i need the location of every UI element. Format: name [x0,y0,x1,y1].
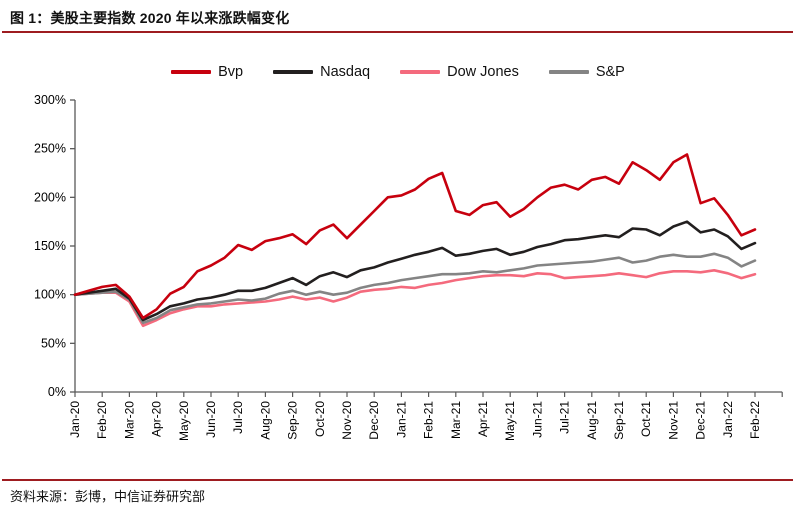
x-tick-label: Apr-21 [476,401,490,437]
top-divider-line [2,31,793,33]
legend-label: Dow Jones [447,64,519,80]
x-tick-label: Oct-21 [639,401,653,437]
legend-item-dow-jones: Dow Jones [400,64,519,80]
x-tick-label: Feb-21 [422,401,436,439]
legend-label: Nasdaq [320,64,371,80]
y-tick-label: 300% [34,93,66,107]
chart-canvas: 0% 50% 100% 150% 200% 250% 300% Jan-20 Feb-20 Mar… [34,93,783,441]
x-tick-label: Apr-20 [150,401,164,437]
y-tick-label: 50% [41,336,66,350]
x-tick-label: Oct-20 [313,401,327,437]
legend-swatch-icon [273,70,314,74]
x-tick-label: Jul-21 [558,401,572,434]
x-tick-label: Dec-20 [367,401,381,440]
x-tick-label: Dec-21 [694,401,708,440]
x-tick-label: Mar-21 [449,401,463,439]
legend-label: Bvp [218,64,244,80]
chart-legend: Bvp Nasdaq Dow Jones S&P [0,61,796,83]
legend-swatch-icon [171,70,212,74]
figure-title: 图 1：美股主要指数 2020 年以来涨跌幅变化 [10,10,290,26]
x-tick-label: Jan-22 [721,401,735,438]
x-tick-label: Nov-20 [340,401,354,440]
legend-swatch-icon [400,70,441,74]
series-line-s-p [73,252,757,325]
legend-swatch-icon [548,70,589,74]
series-line-nasdaq [73,220,757,322]
x-tick-label: Sep-20 [286,401,300,440]
x-tick-label: Jan-20 [68,401,82,438]
series-line-bvp [73,153,757,320]
x-tick-label: May-20 [177,401,191,441]
legend-item-bvp: Bvp [171,64,243,80]
x-tick-label: Jan-21 [394,401,408,438]
y-tick-label: 250% [34,142,66,156]
y-tick-label: 200% [34,190,66,204]
legend-label: S&P [595,64,625,80]
legend-item-s-p: S&P [548,64,625,80]
x-tick-label: Feb-22 [748,401,762,439]
x-tick-label: Mar-20 [122,401,136,439]
x-tick-label: Aug-20 [258,401,272,440]
x-tick-label: May-21 [503,401,517,441]
series-line-dow-jones [73,269,757,328]
x-tick-label: Jun-21 [530,401,544,438]
x-tick-label: Aug-21 [585,401,599,440]
legend-item-nasdaq: Nasdaq [273,64,370,80]
y-tick-label: 100% [34,288,66,302]
x-tick-label: Jun-20 [204,401,218,438]
x-tick-label: Jul-20 [231,401,245,434]
bottom-divider-line [2,479,793,481]
y-tick-label: 0% [48,385,66,399]
source-note: 资料来源：彭博，中信证券研究部 [10,489,206,504]
x-tick-label: Sep-21 [612,401,626,440]
x-tick-label: Feb-20 [95,401,109,439]
x-tick-label: Nov-21 [666,401,680,440]
y-tick-label: 150% [34,239,66,253]
